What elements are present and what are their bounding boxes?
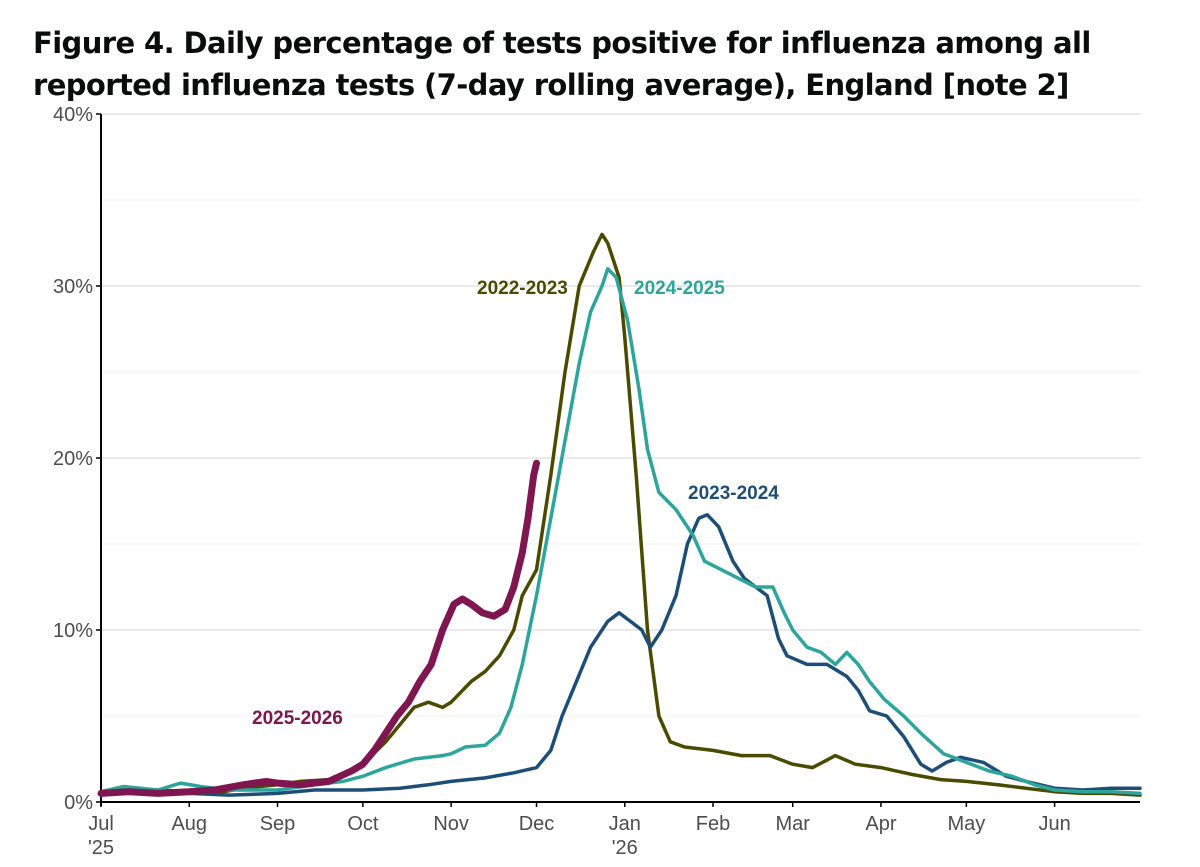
- y-tick-label: 20%: [53, 448, 93, 470]
- x-tick-label: Feb: [696, 813, 730, 835]
- series-line-2025-2026: [97, 459, 540, 797]
- y-tick-label: 10%: [53, 620, 93, 642]
- x-tick-label: Sep: [260, 813, 296, 835]
- x-tick-sublabel: '25: [88, 837, 114, 859]
- x-tick-label: Aug: [171, 813, 207, 835]
- x-tick-label: Dec: [519, 813, 555, 835]
- series-lines: [97, 232, 1142, 797]
- series-label-2025-2026: 2025-2026: [252, 708, 343, 729]
- x-tick-label: Jun: [1038, 813, 1070, 835]
- series-label-2022-2023: 2022-2023: [477, 278, 568, 299]
- y-tick-label: 40%: [53, 104, 93, 126]
- x-tick-label: Oct: [347, 813, 379, 835]
- x-tick-label: Jul: [88, 813, 114, 835]
- x-tick-label: Mar: [775, 813, 810, 835]
- x-axis: Jul'25 Aug Sep Oct Nov Dec Jan'26 Feb Mar Apr May J…: [88, 801, 1140, 859]
- series-line-2024-2025: [99, 267, 1142, 796]
- gridlines: [101, 113, 1140, 717]
- x-tick-label: Nov: [433, 813, 469, 835]
- chart-title: Figure 4. Daily percentage of tests posi…: [33, 26, 1091, 102]
- y-tick-label: 30%: [53, 276, 93, 298]
- series-line-2023-2024: [99, 513, 1142, 797]
- y-tick-label: 0%: [64, 792, 93, 814]
- series-labels: 2022-2023 2024-2025 2023-2024 2025-2026: [252, 278, 779, 729]
- x-tick-label: May: [947, 813, 985, 835]
- x-tick-label: Jan: [609, 813, 641, 835]
- series-label-2023-2024: 2023-2024: [688, 483, 779, 504]
- x-tick-sublabel: '26: [612, 837, 638, 859]
- x-tick-label: Apr: [865, 813, 896, 835]
- series-label-2024-2025: 2024-2025: [634, 278, 725, 299]
- y-axis: 0% 10% 20% 30% 40%: [53, 104, 102, 814]
